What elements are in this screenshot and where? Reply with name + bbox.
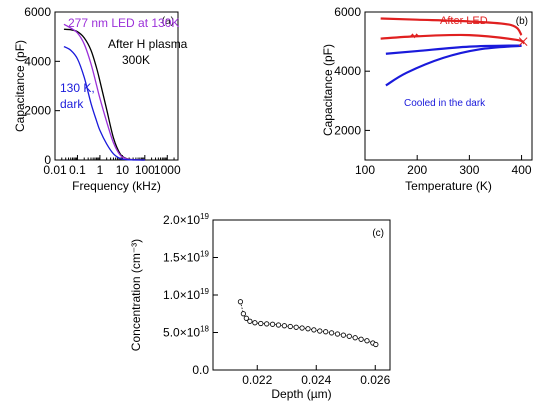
y-tick-label: 2.0×1019 xyxy=(163,212,209,227)
data-point xyxy=(299,325,305,331)
data-point xyxy=(364,338,370,344)
x-tick-label: 100 xyxy=(135,163,155,177)
data-point xyxy=(287,323,293,330)
endpoint-mark xyxy=(518,37,528,46)
y-tick-label: 1.0×1019 xyxy=(163,287,209,302)
x-axis-label: Frequency (kHz) xyxy=(72,179,161,193)
y-tick-label: 6000 xyxy=(334,5,361,19)
y-tick-label: 2000 xyxy=(334,123,361,137)
series-line xyxy=(380,33,525,45)
x-tick-label: 100 xyxy=(355,163,375,177)
plot-frame xyxy=(212,219,391,371)
x-tick-label: 10 xyxy=(116,163,130,177)
x-tick-label: 1000 xyxy=(154,163,181,177)
data-point xyxy=(269,321,276,327)
y-tick-label: 4000 xyxy=(334,64,361,78)
data-point xyxy=(340,332,346,338)
y-axis-label: Capacitance (pF) xyxy=(321,44,335,136)
data-point xyxy=(317,328,323,334)
annotation-h-plasma: After H plasma xyxy=(108,37,188,51)
series-line xyxy=(63,23,145,161)
y-tick-label: 6000 xyxy=(24,5,51,19)
y-axis-label: Concentration (cm⁻³) xyxy=(129,239,143,351)
annotation-after-led: After LED xyxy=(440,15,488,27)
x-tick-label: 200 xyxy=(407,163,427,177)
data-point xyxy=(293,324,299,330)
x-tick-label: 0.026 xyxy=(360,373,390,387)
data-point xyxy=(237,299,244,305)
panel-c: 0.022 0.024 0.026 0.0 5.0×1018 1.0×1019 1.5×10… xyxy=(129,212,391,401)
x-tick-label: 0.024 xyxy=(301,373,331,387)
y-tick-label: 1.5×1019 xyxy=(163,250,209,265)
data-point xyxy=(328,330,335,336)
data-point xyxy=(373,341,379,348)
x-tick-label: 400 xyxy=(512,163,532,177)
data-point xyxy=(252,320,258,326)
annotation-led: 277 nm LED at 130K xyxy=(68,16,179,30)
x-axis-label: Temperature (K) xyxy=(405,179,492,193)
series-line xyxy=(385,44,522,87)
panel-label: (a) xyxy=(162,16,174,27)
y-tick-label: 4000 xyxy=(24,54,51,68)
y-tick-label: 5.0×1018 xyxy=(163,325,209,340)
x-tick-label: 300 xyxy=(459,163,479,177)
data-point xyxy=(240,311,246,317)
panel-label: (c) xyxy=(372,228,384,239)
series-line xyxy=(385,44,522,55)
y-tick-label: 2000 xyxy=(24,104,51,118)
data-point xyxy=(334,331,341,337)
panel-label: (b) xyxy=(516,16,528,27)
data-point xyxy=(323,329,329,335)
y-tick-label: 0 xyxy=(44,153,51,167)
x-tick-label: 0.1 xyxy=(69,163,86,177)
series-line xyxy=(240,301,377,345)
annotation-130k: 130 K, xyxy=(60,81,95,95)
panel-a: 0.01 0.1 1 10 100 1000 0 2000 4000 6000 Capacitanc… xyxy=(13,5,188,193)
annotation-300k: 300K xyxy=(122,53,150,67)
data-point xyxy=(352,335,358,341)
data-point xyxy=(311,327,317,333)
data-point xyxy=(247,318,253,324)
series-line xyxy=(63,45,145,161)
x-tick-label: 0.022 xyxy=(242,373,272,387)
data-point xyxy=(264,321,270,327)
panel-b: 100 200 300 400 2000 4000 6000 Capacitance (pF)… xyxy=(321,5,533,193)
data-point xyxy=(258,320,264,327)
x-axis-label: Depth (µm) xyxy=(271,387,331,401)
annotation-dark: dark xyxy=(60,97,84,111)
x-tick-label: 0.01 xyxy=(43,163,67,177)
x-tick-label: 1 xyxy=(97,163,104,177)
data-point xyxy=(346,333,352,339)
data-point xyxy=(243,315,249,321)
noise-mark xyxy=(410,33,420,39)
series-line xyxy=(380,17,523,36)
annotation-cooled-dark: Cooled in the dark xyxy=(404,98,486,109)
y-axis-label: Capacitance (pF) xyxy=(13,40,27,132)
data-point xyxy=(281,323,287,329)
data-point xyxy=(305,326,311,332)
y-tick-label: 0.0 xyxy=(192,363,209,377)
data-point xyxy=(275,322,282,328)
plot-frame xyxy=(364,11,533,161)
data-point xyxy=(358,336,364,342)
plot-frame xyxy=(54,11,179,161)
